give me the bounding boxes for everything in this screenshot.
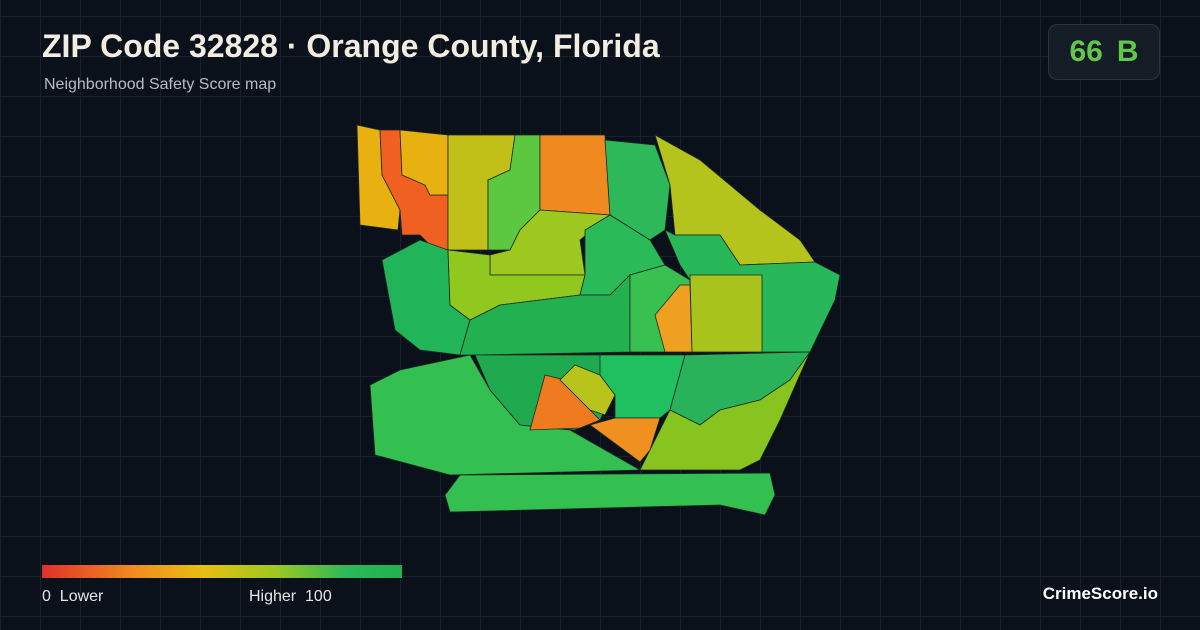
legend-max: Higher 100 bbox=[249, 588, 332, 606]
region bbox=[444, 472, 776, 516]
subtitle: Neighborhood Safety Score map bbox=[44, 76, 277, 93]
region bbox=[689, 274, 763, 353]
score-badge: 66 B bbox=[1048, 24, 1160, 80]
region bbox=[639, 351, 811, 471]
legend-min-value: 0 bbox=[42, 588, 51, 605]
score-value: 66 bbox=[1069, 35, 1103, 68]
legend-min: 0 Lower bbox=[42, 588, 103, 606]
legend-max-label: Higher bbox=[249, 588, 297, 605]
score-grade: B bbox=[1116, 35, 1139, 68]
region bbox=[539, 134, 611, 216]
legend-min-label: Lower bbox=[59, 588, 104, 605]
region bbox=[589, 417, 661, 463]
legend-max-value: 100 bbox=[305, 588, 332, 605]
legend-gradient bbox=[42, 565, 402, 578]
brand: CrimeScore.io bbox=[1042, 584, 1158, 603]
title: ZIP Code 32828 · Orange County, Florida bbox=[42, 28, 660, 64]
